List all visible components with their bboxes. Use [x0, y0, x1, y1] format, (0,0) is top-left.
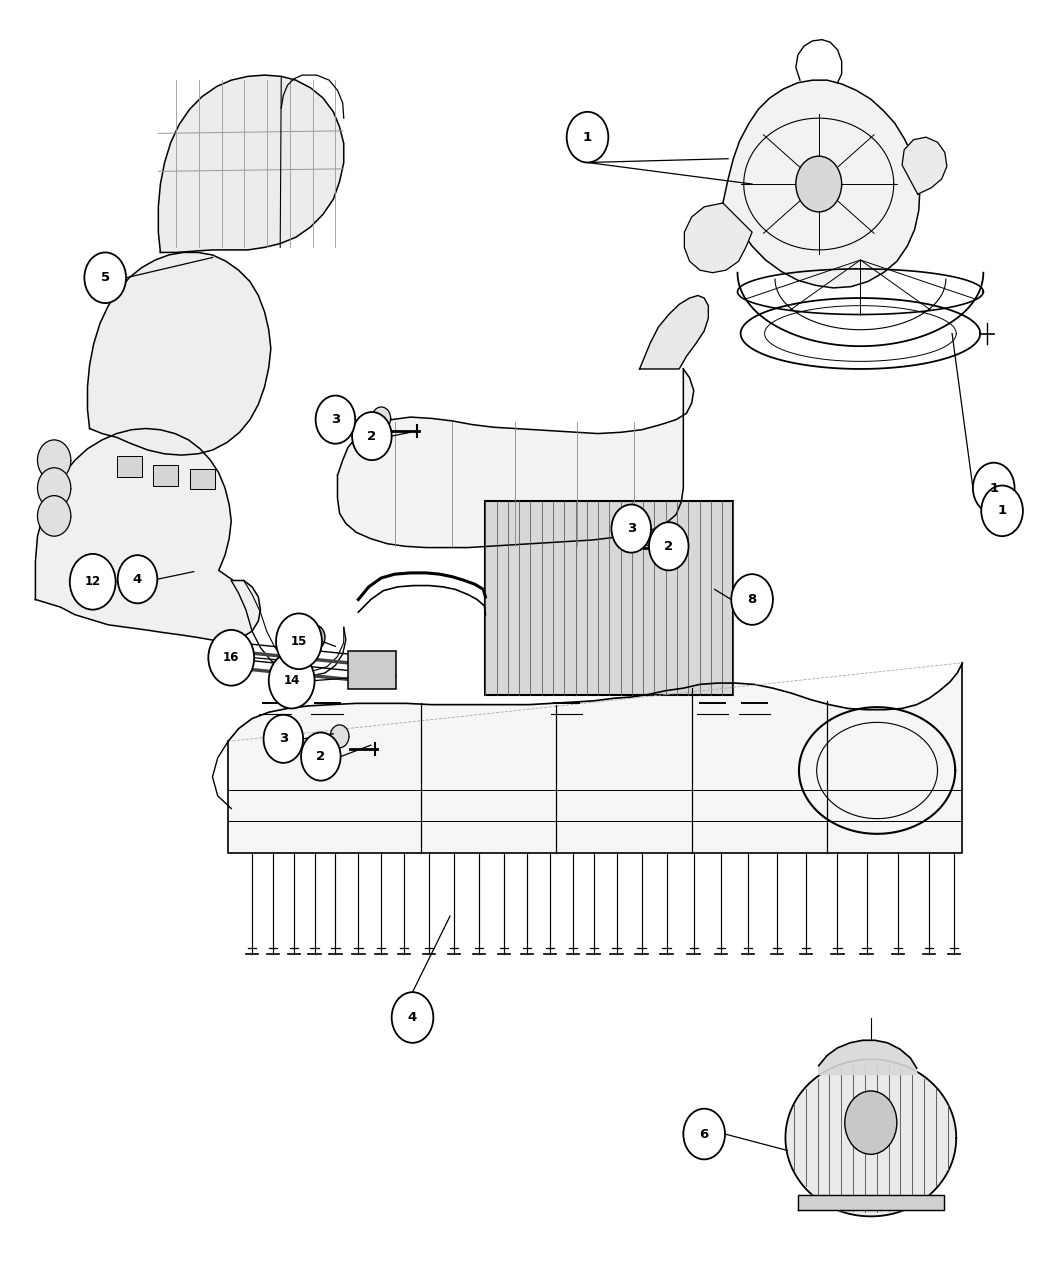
Circle shape [684, 1109, 724, 1159]
Polygon shape [36, 428, 260, 640]
Circle shape [84, 252, 126, 303]
Polygon shape [798, 1195, 944, 1210]
Circle shape [731, 574, 773, 625]
Circle shape [392, 992, 434, 1043]
Circle shape [310, 631, 320, 644]
Circle shape [316, 395, 355, 444]
Circle shape [796, 156, 842, 212]
Circle shape [38, 496, 70, 537]
Text: 1: 1 [583, 130, 592, 144]
Text: 1: 1 [998, 505, 1007, 518]
Bar [117, 456, 142, 477]
Circle shape [649, 523, 689, 570]
Circle shape [611, 505, 651, 552]
Circle shape [352, 412, 392, 460]
Circle shape [330, 725, 349, 747]
Circle shape [567, 112, 608, 162]
Text: 2: 2 [316, 750, 326, 762]
Circle shape [208, 630, 254, 686]
Polygon shape [785, 1060, 957, 1216]
Text: 2: 2 [368, 430, 377, 442]
Text: 4: 4 [407, 1011, 417, 1024]
Circle shape [264, 715, 303, 762]
Bar [190, 469, 214, 490]
Circle shape [269, 653, 315, 709]
Text: 3: 3 [627, 521, 636, 536]
Polygon shape [902, 138, 947, 194]
Circle shape [38, 440, 70, 481]
Circle shape [69, 553, 116, 609]
Polygon shape [87, 252, 271, 455]
Polygon shape [228, 663, 963, 853]
Polygon shape [639, 296, 709, 368]
Text: 8: 8 [748, 593, 757, 606]
Text: 3: 3 [278, 732, 288, 746]
Bar [348, 652, 396, 690]
Text: 6: 6 [699, 1127, 709, 1141]
Text: 12: 12 [85, 575, 101, 588]
Circle shape [304, 625, 326, 650]
Text: 4: 4 [133, 572, 142, 585]
Circle shape [973, 463, 1014, 514]
Polygon shape [819, 1040, 917, 1075]
Circle shape [372, 407, 391, 430]
Bar [153, 465, 178, 486]
Text: 14: 14 [284, 674, 300, 687]
Polygon shape [722, 80, 920, 288]
Text: 3: 3 [331, 413, 340, 426]
Bar [485, 501, 733, 695]
Polygon shape [337, 368, 694, 547]
Circle shape [301, 733, 340, 780]
Circle shape [38, 468, 70, 509]
Circle shape [118, 555, 158, 603]
Text: 15: 15 [291, 635, 308, 648]
Circle shape [845, 1091, 897, 1154]
Circle shape [624, 524, 643, 546]
Circle shape [276, 613, 322, 669]
Text: 16: 16 [223, 652, 239, 664]
Polygon shape [685, 203, 752, 273]
Text: 2: 2 [665, 539, 673, 553]
Text: 1: 1 [989, 482, 999, 495]
Text: 5: 5 [101, 272, 110, 284]
Polygon shape [159, 75, 343, 252]
Circle shape [982, 486, 1023, 537]
